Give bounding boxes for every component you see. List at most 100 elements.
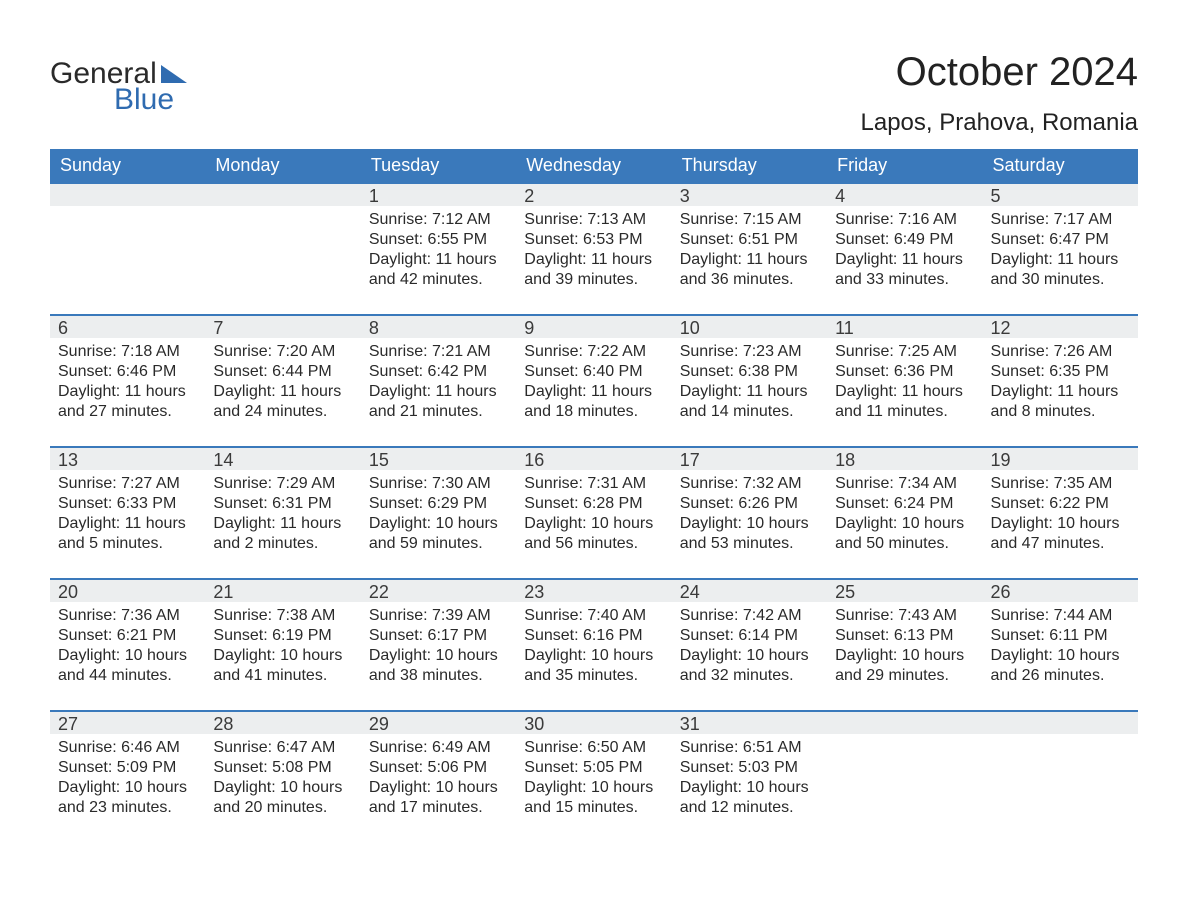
daylight-line: Daylight: 10 hours and 47 minutes. <box>991 514 1130 554</box>
calendar-day-cell: 10Sunrise: 7:23 AMSunset: 6:38 PMDayligh… <box>672 314 827 446</box>
sunrise-line: Sunrise: 7:25 AM <box>835 342 974 362</box>
calendar-day-cell: 16Sunrise: 7:31 AMSunset: 6:28 PMDayligh… <box>516 446 671 578</box>
calendar-day-cell: 24Sunrise: 7:42 AMSunset: 6:14 PMDayligh… <box>672 578 827 710</box>
sunset-line: Sunset: 6:33 PM <box>58 494 197 514</box>
daylight-line: Daylight: 11 hours and 5 minutes. <box>58 514 197 554</box>
calendar-day-cell: 15Sunrise: 7:30 AMSunset: 6:29 PMDayligh… <box>361 446 516 578</box>
daylight-line: Daylight: 10 hours and 44 minutes. <box>58 646 197 686</box>
sunset-line: Sunset: 6:16 PM <box>524 626 663 646</box>
day-number: 2 <box>516 182 671 206</box>
daylight-line: Daylight: 10 hours and 53 minutes. <box>680 514 819 554</box>
day-number: 25 <box>827 578 982 602</box>
sunset-line: Sunset: 6:29 PM <box>369 494 508 514</box>
calendar-day-cell: 20Sunrise: 7:36 AMSunset: 6:21 PMDayligh… <box>50 578 205 710</box>
day-details: Sunrise: 7:44 AMSunset: 6:11 PMDaylight:… <box>983 602 1138 710</box>
day-number: 5 <box>983 182 1138 206</box>
sunrise-line: Sunrise: 7:32 AM <box>680 474 819 494</box>
day-details: Sunrise: 6:47 AMSunset: 5:08 PMDaylight:… <box>205 734 360 842</box>
sunrise-line: Sunrise: 7:17 AM <box>991 210 1130 230</box>
sunrise-line: Sunrise: 7:23 AM <box>680 342 819 362</box>
sunset-line: Sunset: 6:53 PM <box>524 230 663 250</box>
sunset-line: Sunset: 5:09 PM <box>58 758 197 778</box>
day-details: Sunrise: 7:25 AMSunset: 6:36 PMDaylight:… <box>827 338 982 446</box>
sunrise-line: Sunrise: 7:35 AM <box>991 474 1130 494</box>
calendar-day-cell: 31Sunrise: 6:51 AMSunset: 5:03 PMDayligh… <box>672 710 827 842</box>
sunset-line: Sunset: 6:38 PM <box>680 362 819 382</box>
day-number: 7 <box>205 314 360 338</box>
sunrise-line: Sunrise: 7:44 AM <box>991 606 1130 626</box>
calendar-day-cell: 28Sunrise: 6:47 AMSunset: 5:08 PMDayligh… <box>205 710 360 842</box>
logo-word-2: Blue <box>50 84 189 116</box>
sunset-line: Sunset: 6:26 PM <box>680 494 819 514</box>
sunset-line: Sunset: 6:36 PM <box>835 362 974 382</box>
sunrise-line: Sunrise: 7:16 AM <box>835 210 974 230</box>
sunset-line: Sunset: 6:40 PM <box>524 362 663 382</box>
calendar-blank-cell <box>50 182 205 314</box>
sunset-line: Sunset: 6:51 PM <box>680 230 819 250</box>
day-number: 12 <box>983 314 1138 338</box>
sunrise-line: Sunrise: 6:47 AM <box>213 738 352 758</box>
calendar-day-cell: 18Sunrise: 7:34 AMSunset: 6:24 PMDayligh… <box>827 446 982 578</box>
sunset-line: Sunset: 6:31 PM <box>213 494 352 514</box>
calendar-day-cell: 2Sunrise: 7:13 AMSunset: 6:53 PMDaylight… <box>516 182 671 314</box>
daylight-line: Daylight: 11 hours and 39 minutes. <box>524 250 663 290</box>
day-details: Sunrise: 7:39 AMSunset: 6:17 PMDaylight:… <box>361 602 516 710</box>
daylight-line: Daylight: 11 hours and 8 minutes. <box>991 382 1130 422</box>
day-details: Sunrise: 7:43 AMSunset: 6:13 PMDaylight:… <box>827 602 982 710</box>
day-details <box>205 206 360 310</box>
day-of-week-header: Monday <box>205 149 360 182</box>
day-details: Sunrise: 7:23 AMSunset: 6:38 PMDaylight:… <box>672 338 827 446</box>
sunrise-line: Sunrise: 7:21 AM <box>369 342 508 362</box>
day-details: Sunrise: 7:38 AMSunset: 6:19 PMDaylight:… <box>205 602 360 710</box>
day-details: Sunrise: 7:20 AMSunset: 6:44 PMDaylight:… <box>205 338 360 446</box>
sunset-line: Sunset: 6:24 PM <box>835 494 974 514</box>
daylight-line: Daylight: 11 hours and 18 minutes. <box>524 382 663 422</box>
day-details: Sunrise: 7:36 AMSunset: 6:21 PMDaylight:… <box>50 602 205 710</box>
sunrise-line: Sunrise: 7:31 AM <box>524 474 663 494</box>
calendar-blank-cell <box>205 182 360 314</box>
day-details: Sunrise: 7:27 AMSunset: 6:33 PMDaylight:… <box>50 470 205 578</box>
calendar-week-row: 27Sunrise: 6:46 AMSunset: 5:09 PMDayligh… <box>50 710 1138 842</box>
calendar-blank-cell <box>827 710 982 842</box>
sunset-line: Sunset: 6:35 PM <box>991 362 1130 382</box>
daylight-line: Daylight: 10 hours and 38 minutes. <box>369 646 508 686</box>
calendar-day-cell: 19Sunrise: 7:35 AMSunset: 6:22 PMDayligh… <box>983 446 1138 578</box>
day-details: Sunrise: 7:29 AMSunset: 6:31 PMDaylight:… <box>205 470 360 578</box>
day-number: 15 <box>361 446 516 470</box>
day-details: Sunrise: 7:21 AMSunset: 6:42 PMDaylight:… <box>361 338 516 446</box>
day-of-week-header: Saturday <box>983 149 1138 182</box>
day-details: Sunrise: 7:15 AMSunset: 6:51 PMDaylight:… <box>672 206 827 314</box>
day-number: 22 <box>361 578 516 602</box>
daylight-line: Daylight: 11 hours and 14 minutes. <box>680 382 819 422</box>
day-number: 31 <box>672 710 827 734</box>
day-number: 10 <box>672 314 827 338</box>
day-number: 30 <box>516 710 671 734</box>
sunrise-line: Sunrise: 7:30 AM <box>369 474 508 494</box>
daylight-line: Daylight: 11 hours and 11 minutes. <box>835 382 974 422</box>
calendar-day-cell: 22Sunrise: 7:39 AMSunset: 6:17 PMDayligh… <box>361 578 516 710</box>
sunset-line: Sunset: 6:11 PM <box>991 626 1130 646</box>
sunset-line: Sunset: 6:44 PM <box>213 362 352 382</box>
day-details: Sunrise: 7:13 AMSunset: 6:53 PMDaylight:… <box>516 206 671 314</box>
sunrise-line: Sunrise: 6:50 AM <box>524 738 663 758</box>
daylight-line: Daylight: 11 hours and 42 minutes. <box>369 250 508 290</box>
sunset-line: Sunset: 6:14 PM <box>680 626 819 646</box>
day-number: 18 <box>827 446 982 470</box>
sunrise-line: Sunrise: 7:38 AM <box>213 606 352 626</box>
calendar-week-row: 13Sunrise: 7:27 AMSunset: 6:33 PMDayligh… <box>50 446 1138 578</box>
day-number <box>983 710 1138 734</box>
calendar-day-cell: 1Sunrise: 7:12 AMSunset: 6:55 PMDaylight… <box>361 182 516 314</box>
day-details <box>827 734 982 838</box>
daylight-line: Daylight: 10 hours and 26 minutes. <box>991 646 1130 686</box>
sunrise-line: Sunrise: 7:13 AM <box>524 210 663 230</box>
calendar-day-cell: 21Sunrise: 7:38 AMSunset: 6:19 PMDayligh… <box>205 578 360 710</box>
sunrise-line: Sunrise: 7:15 AM <box>680 210 819 230</box>
daylight-line: Daylight: 10 hours and 29 minutes. <box>835 646 974 686</box>
calendar-day-cell: 17Sunrise: 7:32 AMSunset: 6:26 PMDayligh… <box>672 446 827 578</box>
daylight-line: Daylight: 10 hours and 23 minutes. <box>58 778 197 818</box>
day-number: 24 <box>672 578 827 602</box>
sunrise-line: Sunrise: 7:43 AM <box>835 606 974 626</box>
daylight-line: Daylight: 10 hours and 50 minutes. <box>835 514 974 554</box>
calendar-day-cell: 4Sunrise: 7:16 AMSunset: 6:49 PMDaylight… <box>827 182 982 314</box>
daylight-line: Daylight: 10 hours and 20 minutes. <box>213 778 352 818</box>
